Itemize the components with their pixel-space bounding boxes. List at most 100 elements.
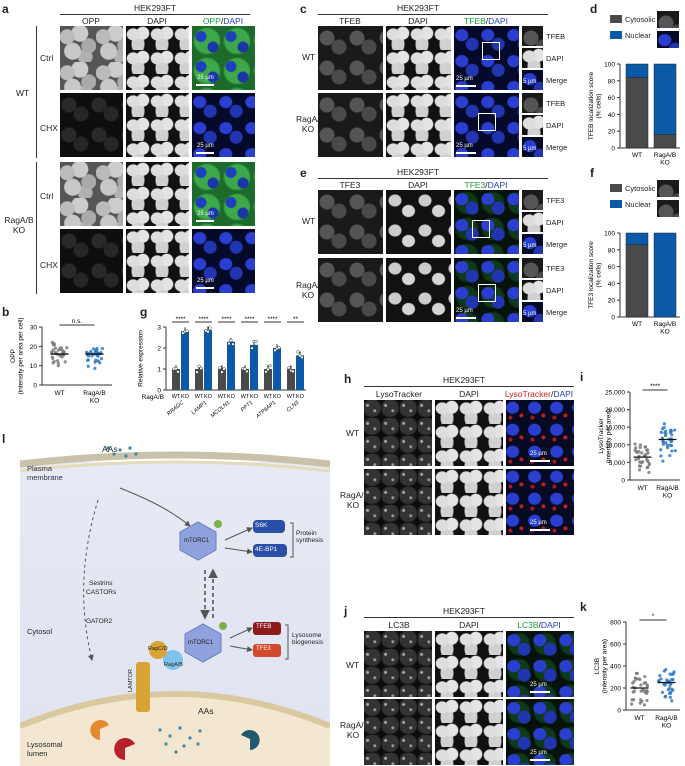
data-point: [645, 684, 650, 688]
data-point: [58, 346, 62, 350]
micrograph-a-ko-ctrl-opp: [60, 162, 123, 226]
pacman-teal: [241, 730, 260, 750]
y-axis-label: TFE3 localization score(% cells): [588, 241, 602, 309]
bar: [218, 369, 226, 390]
data-point: [55, 359, 60, 363]
significance-label: *: [652, 613, 655, 620]
label-protein-synthesis: Protein synthesis: [296, 530, 324, 544]
data-point: [231, 342, 235, 346]
thumb-f-cytosolic: [657, 180, 679, 197]
panel-a-row-wt: WT: [16, 88, 30, 98]
legend-label-nuclear-f: Nuclear: [625, 200, 651, 209]
data-point: [662, 422, 667, 426]
data-point: [644, 452, 648, 457]
data-point: [642, 681, 646, 685]
x-tick-label: CLN3: [286, 399, 301, 413]
data-point: [658, 673, 662, 678]
panel-label-a: a: [2, 2, 9, 16]
x-sub-label: WT: [172, 394, 181, 400]
inset-label: Merge: [546, 143, 568, 152]
y-tick-label: 25,000: [605, 390, 625, 397]
x-tick-label: ATP6AP1: [254, 400, 277, 421]
panel-c-row-ko: RagA/B KO: [296, 114, 326, 134]
data-point: [277, 345, 281, 350]
scale-label: 5 µm: [523, 146, 537, 152]
micrograph-a-wt-chx-merge: [192, 93, 255, 157]
pacman-red-1: [114, 738, 135, 760]
data-point: [56, 364, 60, 368]
panel-h-cell-line: HEK293FT: [442, 375, 486, 385]
data-point: [659, 448, 663, 452]
y-tick-label: 0: [611, 146, 615, 153]
micrograph-c-ko-dapi: [386, 93, 451, 157]
rheb-2: [219, 622, 227, 630]
micrograph-c-ko-merge: [454, 93, 519, 157]
micrograph-j-ko-dapi: [435, 699, 503, 765]
x-tick-label: MCOLN1: [210, 400, 231, 419]
panel-e-col-tfe3: TFE3: [339, 180, 361, 190]
data-point: [643, 674, 647, 679]
inset-c-ko-merge: [522, 137, 543, 157]
legend-swatch-nuclear-f: [610, 200, 622, 208]
data-point: [647, 462, 651, 467]
inset-e-ko-tfe3: [522, 258, 543, 278]
x-tick-label: KO: [660, 329, 669, 336]
data-point: [669, 429, 673, 434]
y-axis-label: LC3B(intensity per area): [594, 639, 608, 693]
panel-label-h: h: [344, 372, 352, 386]
data-point: [634, 446, 638, 450]
scale-label: 5 µm: [523, 311, 537, 317]
inset-label: TFE3: [546, 264, 565, 273]
data-point: [631, 681, 635, 685]
panel-a-ctrl1: Ctrl: [40, 53, 54, 63]
scale-label: 25 µm: [197, 278, 214, 284]
bar: [181, 331, 189, 390]
bar: [296, 355, 304, 390]
data-point: [296, 350, 300, 354]
label-ragab: RagA/B: [164, 662, 183, 668]
panel-h-row-ko: RagA/B KO: [340, 490, 370, 510]
thumb-d-nuclear: [657, 31, 679, 48]
scale-bar: [196, 287, 214, 289]
data-point: [50, 340, 54, 344]
thumb-d-cytosolic: [657, 11, 679, 28]
panel-label-f: f: [590, 166, 594, 180]
y-tick-label: 2: [157, 346, 161, 353]
x-tick-label: RagA/B: [83, 390, 105, 397]
micrograph-c-wt-merge: [454, 26, 519, 90]
data-point: [51, 348, 55, 352]
bar-segment: [625, 63, 649, 78]
scale-label: 25 µm: [530, 750, 547, 756]
significance-label: ****: [175, 316, 186, 323]
bar-segment: [625, 244, 649, 318]
micrograph-h-wt-dapi: [435, 400, 503, 466]
inset-label: DAPI: [546, 121, 564, 130]
legend-swatch-cytosolic-f: [610, 184, 622, 192]
data-point: [665, 678, 669, 682]
y-axis-label: OPP(intensity per area per cell): [10, 318, 24, 395]
data-point: [641, 460, 645, 464]
4ebp1-box: [253, 544, 287, 557]
chart-b: 0 10 20 30 OPP(intensity per area per cell) W…: [10, 318, 112, 404]
data-point: [663, 683, 667, 687]
data-point: [661, 459, 665, 463]
data-point: [641, 687, 645, 692]
inset-label: TFEB: [546, 99, 566, 108]
data-point: [268, 364, 272, 368]
data-point: [663, 433, 668, 438]
y-tick-label: 20: [30, 344, 38, 351]
panel-j-cell-line: HEK293FT: [442, 606, 486, 616]
panel-c-col-dapi: DAPI: [408, 16, 428, 26]
x-tick-label: RagA/B: [654, 152, 676, 159]
data-point: [670, 687, 674, 691]
y-tick-label: 0: [617, 708, 621, 715]
data-point: [659, 677, 663, 681]
x-row-label: RagA/B: [142, 394, 164, 401]
panel-j-col-lc3b: LC3B: [388, 620, 410, 630]
data-point: [300, 355, 304, 359]
data-point: [243, 367, 247, 371]
pacman-orange: [90, 720, 109, 740]
data-point: [645, 457, 649, 462]
data-point: [645, 466, 649, 470]
label-s6k: S6K: [255, 522, 268, 529]
